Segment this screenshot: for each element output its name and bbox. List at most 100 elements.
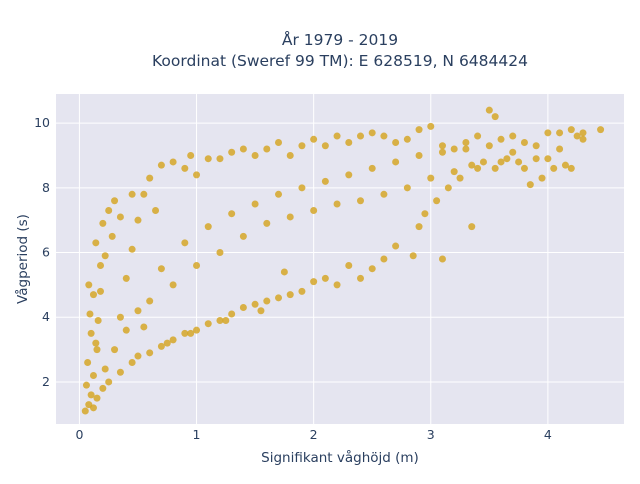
chart-title-line-1: År 1979 - 2019 — [282, 30, 398, 49]
data-point-0-22 — [140, 190, 148, 198]
axis-ticks: 0 1 2 3 4 2 4 6 8 10 — [34, 115, 552, 442]
data-point-0-107 — [89, 404, 97, 412]
data-point-0-87 — [298, 287, 306, 295]
data-point-0-45 — [392, 139, 400, 147]
data-point-0-149 — [468, 223, 476, 231]
data-point-0-123 — [497, 158, 505, 166]
data-point-0-127 — [181, 239, 189, 247]
data-point-0-91 — [251, 300, 259, 308]
data-point-0-58 — [532, 142, 540, 150]
data-point-0-128 — [204, 223, 212, 231]
data-point-0-55 — [497, 135, 505, 143]
data-point-0-74 — [444, 184, 452, 192]
data-point-0-7 — [87, 329, 95, 337]
data-point-0-11 — [97, 261, 105, 269]
data-point-0-0 — [81, 407, 89, 415]
data-point-0-142 — [532, 155, 540, 163]
x-tick-label-4: 4 — [544, 427, 552, 442]
data-point-0-21 — [134, 216, 142, 224]
data-point-0-5 — [84, 359, 92, 367]
data-point-0-65 — [526, 181, 534, 189]
data-point-0-3 — [82, 381, 90, 389]
y-tick-label-3: 8 — [42, 180, 50, 195]
data-point-0-67 — [550, 164, 558, 172]
y-tick-label-2: 6 — [42, 245, 50, 260]
data-point-0-93 — [228, 310, 236, 318]
y-tick-label-1: 4 — [42, 309, 50, 324]
data-point-0-157 — [152, 206, 160, 214]
y-tick-label-0: 2 — [42, 374, 50, 389]
data-point-0-144 — [579, 135, 587, 143]
data-point-0-152 — [257, 307, 265, 315]
data-point-0-30 — [216, 155, 224, 163]
data-point-0-136 — [392, 158, 400, 166]
data-point-0-90 — [263, 297, 271, 305]
data-point-0-10 — [85, 281, 93, 289]
data-point-0-122 — [474, 164, 482, 172]
data-point-0-141 — [509, 148, 517, 156]
data-point-0-26 — [181, 164, 189, 172]
data-point-0-39 — [321, 142, 329, 150]
data-point-0-155 — [163, 339, 171, 347]
data-point-0-40 — [333, 132, 341, 140]
data-point-0-28 — [193, 171, 201, 179]
data-point-0-104 — [105, 378, 113, 386]
x-tick-label-1: 1 — [193, 427, 201, 442]
data-point-0-23 — [146, 174, 154, 182]
y-tick-label-4: 10 — [34, 115, 50, 130]
data-point-0-63 — [597, 126, 605, 134]
data-point-0-108 — [146, 297, 154, 305]
data-point-0-156 — [140, 323, 148, 331]
data-point-0-160 — [108, 232, 116, 240]
data-point-0-16 — [101, 365, 109, 373]
data-point-0-84 — [333, 281, 341, 289]
data-point-0-164 — [92, 339, 100, 347]
data-point-0-130 — [251, 200, 259, 208]
data-point-0-56 — [509, 132, 517, 140]
data-point-0-153 — [222, 316, 230, 324]
data-point-0-2 — [87, 391, 95, 399]
data-point-0-48 — [427, 122, 435, 130]
data-point-0-75 — [433, 197, 441, 205]
data-point-0-20 — [128, 245, 136, 253]
data-point-0-119 — [403, 184, 411, 192]
data-point-0-31 — [228, 148, 236, 156]
data-point-0-32 — [239, 145, 247, 153]
data-point-0-158 — [128, 190, 136, 198]
data-point-0-27 — [187, 151, 195, 159]
data-point-0-146 — [520, 164, 528, 172]
data-point-0-101 — [134, 352, 142, 360]
data-point-0-49 — [438, 142, 446, 150]
data-point-0-68 — [561, 161, 569, 169]
data-point-0-29 — [204, 155, 212, 163]
data-point-0-61 — [567, 126, 575, 134]
data-point-0-33 — [251, 151, 259, 159]
data-point-0-145 — [491, 164, 499, 172]
data-point-0-6 — [93, 346, 101, 354]
data-point-0-82 — [356, 274, 364, 282]
data-point-0-14 — [105, 206, 113, 214]
data-point-0-117 — [356, 197, 364, 205]
data-point-0-109 — [169, 281, 177, 289]
data-point-0-73 — [456, 174, 464, 182]
y-axis-title: Vågperiod (s) — [14, 214, 31, 304]
chart-title-line-2: Koordinat (Sweref 99 TM): E 628519, N 64… — [152, 52, 528, 70]
data-point-0-8 — [86, 310, 94, 318]
data-point-0-140 — [485, 142, 493, 150]
data-point-0-92 — [239, 304, 247, 312]
data-point-0-89 — [275, 294, 283, 302]
data-point-0-102 — [128, 359, 136, 367]
data-point-0-114 — [286, 213, 294, 221]
data-point-0-83 — [345, 261, 353, 269]
data-point-0-159 — [116, 213, 124, 221]
data-point-0-41 — [345, 139, 353, 147]
data-point-0-126 — [157, 265, 165, 273]
data-point-0-36 — [286, 151, 294, 159]
data-point-0-115 — [310, 206, 318, 214]
data-point-0-46 — [403, 135, 411, 143]
data-point-0-135 — [368, 164, 376, 172]
data-point-0-110 — [193, 261, 201, 269]
data-point-0-62 — [579, 129, 587, 137]
data-point-0-69 — [515, 158, 523, 166]
